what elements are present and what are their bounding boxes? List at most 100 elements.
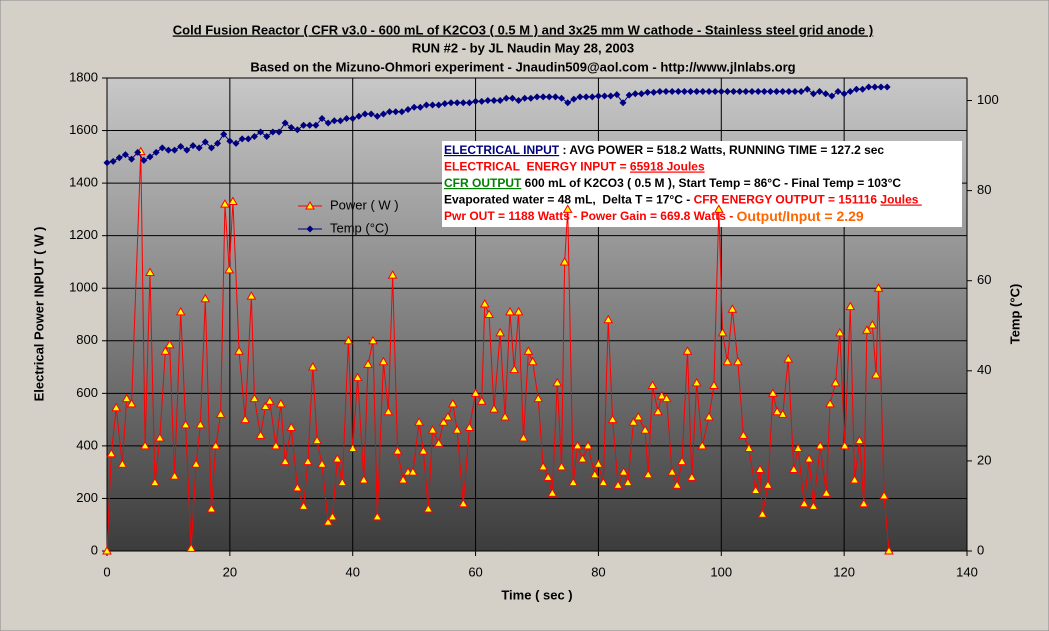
- chart-title: Cold Fusion Reactor ( CFR v3.0 - 600 mL …: [173, 22, 873, 37]
- triangle-marker: [215, 409, 226, 418]
- diamond-marker: [865, 83, 873, 91]
- triangle-marker: [661, 393, 672, 403]
- triangle-marker: [704, 411, 714, 421]
- diamond-marker: [521, 94, 529, 102]
- triangle-marker: [372, 511, 383, 521]
- triangle-marker: [303, 456, 313, 466]
- x-tick-label: 100: [710, 564, 732, 579]
- diamond-marker: [601, 92, 609, 100]
- diamond-marker: [859, 85, 867, 93]
- y-axis-label: Electrical Power INPUT ( W ): [31, 227, 46, 402]
- annotation-text: CFR OUTPUT: [444, 176, 522, 190]
- diamond-marker: [201, 138, 209, 146]
- triangle-marker: [271, 440, 281, 450]
- triangle-marker: [738, 430, 749, 439]
- triangle-marker: [623, 477, 633, 487]
- diamond-marker: [699, 88, 707, 96]
- triangle-marker: [121, 393, 132, 403]
- legend-label: Power ( W ): [330, 197, 399, 212]
- diamond-marker: [723, 88, 731, 96]
- diamond-marker: [668, 88, 676, 96]
- triangle-marker: [862, 325, 872, 334]
- triangle-marker: [210, 440, 221, 450]
- y-tick-label: 200: [76, 490, 98, 505]
- triangle-marker: [398, 475, 408, 484]
- diamond-marker: [189, 142, 197, 150]
- triangle-marker: [733, 356, 743, 366]
- y-tick-label: 1000: [69, 280, 98, 295]
- triangle-marker: [572, 440, 583, 450]
- y2-tick-label: 100: [977, 92, 999, 107]
- diamond-marker: [797, 88, 805, 96]
- triangle-marker: [352, 372, 363, 382]
- triangle-marker: [312, 435, 322, 445]
- triangle-marker: [102, 545, 112, 555]
- triangle-marker: [697, 440, 708, 450]
- diamond-marker: [625, 91, 633, 99]
- triangle-marker: [206, 503, 217, 513]
- annotation-line: Evaporated water = 48 mL, Delta T = 17°C…: [444, 193, 922, 207]
- triangle-marker: [479, 298, 490, 308]
- diamond-marker: [453, 99, 461, 107]
- diamond-marker: [779, 88, 787, 96]
- triangle-marker: [305, 200, 315, 210]
- diamond-marker: [809, 90, 817, 98]
- diamond-marker: [871, 83, 879, 91]
- triangle-marker: [332, 454, 343, 463]
- triangle-marker: [423, 503, 434, 513]
- y-tick-label: 1600: [69, 122, 98, 137]
- x-tick-label: 20: [223, 564, 237, 579]
- triangle-marker: [867, 320, 878, 329]
- annotation-line: ELECTRICAL ENERGY INPUT = 65918 Joules: [444, 160, 705, 174]
- triangle-marker: [768, 388, 778, 397]
- diamond-marker: [355, 112, 363, 120]
- diamond-marker: [306, 225, 314, 233]
- triangle-marker: [562, 204, 573, 213]
- annotation-box: [442, 141, 962, 227]
- triangle-marker: [427, 425, 438, 434]
- annotation-text: 65918 Joules: [630, 160, 705, 174]
- diamond-marker: [435, 101, 443, 109]
- diamond-marker: [404, 106, 412, 114]
- x-tick-label: 60: [468, 564, 482, 579]
- triangle-marker: [317, 459, 327, 468]
- triangle-marker: [489, 404, 499, 413]
- diamond-marker: [545, 93, 553, 101]
- legend-label: Temp (°C): [330, 220, 389, 235]
- triangle-marker: [298, 501, 309, 510]
- diamond-marker: [840, 90, 848, 98]
- diamond-marker: [570, 95, 578, 103]
- diamond-marker: [558, 94, 566, 102]
- triangle-marker: [164, 339, 175, 349]
- triangle-marker: [509, 364, 520, 374]
- triangle-marker: [264, 396, 275, 405]
- diamond-marker: [674, 88, 682, 96]
- diamond-marker: [613, 91, 621, 99]
- diamond-marker: [416, 103, 424, 111]
- triangle-marker: [593, 459, 604, 468]
- triangle-marker: [286, 422, 297, 431]
- triangle-marker: [484, 309, 494, 318]
- triangle-marker: [755, 464, 765, 474]
- y-tick-label: 1200: [69, 227, 98, 242]
- triangle-marker: [633, 411, 644, 421]
- diamond-marker: [330, 117, 338, 125]
- annotation-text: 600 mL of K2CO3 ( 0.5 M ), Start Temp = …: [521, 176, 901, 190]
- triangle-marker: [117, 459, 128, 468]
- triangle-marker: [577, 454, 588, 463]
- triangle-marker: [713, 204, 724, 213]
- triangle-marker: [691, 377, 702, 387]
- triangle-marker: [343, 335, 354, 345]
- triangle-marker: [246, 291, 257, 300]
- diamond-marker: [852, 85, 860, 93]
- diamond-marker: [183, 146, 191, 154]
- triangle-marker: [677, 456, 687, 466]
- diamond-marker: [717, 88, 725, 96]
- diamond-marker: [171, 146, 179, 154]
- diamond-marker: [447, 99, 455, 107]
- triangle-marker: [307, 362, 318, 371]
- diamond-marker: [631, 90, 639, 98]
- triangle-marker: [418, 446, 429, 455]
- triangle-marker: [618, 467, 629, 476]
